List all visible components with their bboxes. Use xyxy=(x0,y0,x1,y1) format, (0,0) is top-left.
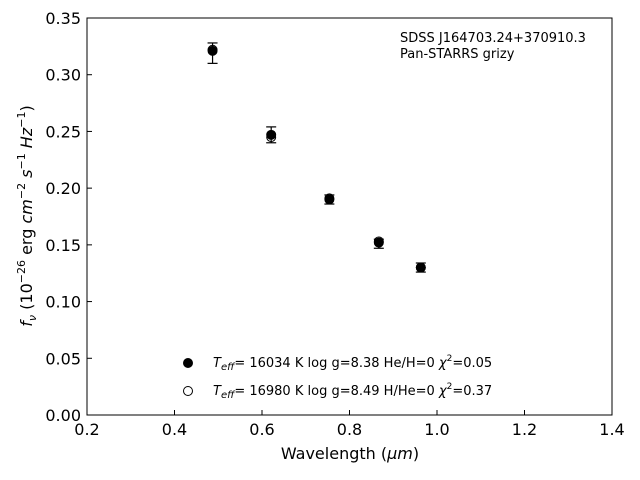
plot-area xyxy=(86,17,613,416)
y-tick-label: 0.20 xyxy=(45,179,81,198)
y-tick-label: 0.05 xyxy=(45,349,81,368)
legend-marker-filled xyxy=(183,358,193,368)
y-tick-label: 0.35 xyxy=(45,9,81,28)
x-tick-label: 0.6 xyxy=(249,420,274,439)
point-open xyxy=(415,262,426,273)
point-open xyxy=(266,132,277,143)
point-open xyxy=(207,44,218,55)
x-tick-label: 0.4 xyxy=(162,420,187,439)
legend-label-open: Teff= 16980 K log g=8.49 H/He=0 χ2=0.37 xyxy=(213,382,492,401)
y-tick-label: 0.00 xyxy=(45,406,81,425)
point-open xyxy=(324,193,335,204)
y-tick-label: 0.30 xyxy=(45,66,81,85)
x-axis-label: Wavelength (μm) xyxy=(281,444,419,463)
y-tick-label: 0.10 xyxy=(45,293,81,312)
annotation-survey: Pan-STARRS grizy xyxy=(400,47,515,62)
y-tick-label: 0.15 xyxy=(45,236,81,255)
annotation-object: SDSS J164703.24+370910.3 xyxy=(400,31,586,46)
legend-label-filled: Teff= 16034 K log g=8.38 He/H=0 χ2=0.05 xyxy=(213,354,492,373)
axis-ticks: 0.2 0.4 0.6 0.8 1.0 1.2 1.4 0.00 0.05 0.10 0.15 0.2… xyxy=(45,9,624,439)
x-tick-label: 1.2 xyxy=(512,420,537,439)
x-tick-label: 0.2 xyxy=(74,420,99,439)
y-tick-label: 0.25 xyxy=(45,122,81,141)
x-tick-label: 1.4 xyxy=(599,420,624,439)
x-tick-label: 1.0 xyxy=(424,420,449,439)
legend-marker-open xyxy=(183,386,193,396)
point-filled xyxy=(266,129,277,140)
legend: Teff= 16034 K log g=8.38 He/H=0 χ2=0.05 … xyxy=(183,354,492,401)
data-markers xyxy=(207,44,426,273)
y-axis-label: fν (10−26 erg cm−2 s−1 Hz−1) xyxy=(15,105,39,326)
point-open xyxy=(373,236,384,247)
x-tick-label: 0.8 xyxy=(337,420,362,439)
